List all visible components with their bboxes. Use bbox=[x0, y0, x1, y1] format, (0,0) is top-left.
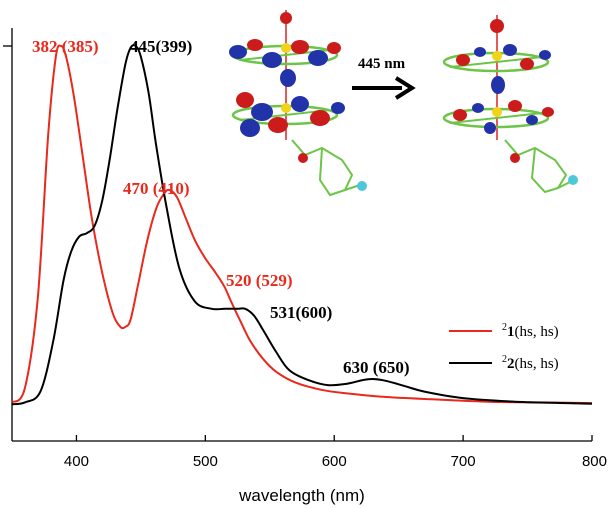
peak-label-470: 470 (410) bbox=[123, 179, 190, 198]
series-line-1 bbox=[11, 44, 593, 405]
x-tick-label-700: 700 bbox=[451, 453, 476, 470]
x-axis-title: wavelength (nm) bbox=[238, 486, 365, 505]
peak-label-520: 520 (529) bbox=[226, 271, 293, 290]
legend-label-series-1: 21(hs, hs) bbox=[502, 322, 559, 340]
lumo-orbital-drawing bbox=[442, 15, 578, 194]
x-tick-label-600: 600 bbox=[322, 453, 347, 470]
transition-wavelength-label: 445 nm bbox=[358, 56, 406, 72]
legend-superscript-2: 2 bbox=[502, 354, 507, 365]
legend-number-1: 1 bbox=[507, 324, 515, 340]
peak-label-382: 382 (385) bbox=[32, 37, 99, 56]
homo-orbital-drawing bbox=[229, 10, 367, 197]
x-tick-label-400: 400 bbox=[64, 453, 89, 470]
arrow-head bbox=[394, 76, 416, 100]
x-tick-label-800: 800 bbox=[582, 453, 607, 470]
legend-suffix-1: (hs, hs) bbox=[515, 324, 559, 340]
orbital-inset-illustration: 445 nm bbox=[229, 10, 578, 197]
legend-number-2: 2 bbox=[507, 356, 515, 372]
peak-label-445: 445(399) bbox=[130, 37, 192, 56]
legend-superscript-1: 2 bbox=[502, 322, 507, 333]
legend-suffix-2: (hs, hs) bbox=[515, 356, 559, 372]
legend: 21(hs, hs) 22(hs, hs) bbox=[449, 322, 559, 372]
series-line-2 bbox=[11, 44, 593, 406]
x-axis-ticks: 400 500 600 700 800 bbox=[64, 435, 607, 470]
peak-label-531: 531(600) bbox=[270, 303, 332, 322]
x-tick-label-500: 500 bbox=[193, 453, 218, 470]
legend-label-series-2: 22(hs, hs) bbox=[502, 354, 559, 372]
series-layer bbox=[11, 44, 593, 406]
peak-label-630: 630 (650) bbox=[343, 358, 410, 377]
